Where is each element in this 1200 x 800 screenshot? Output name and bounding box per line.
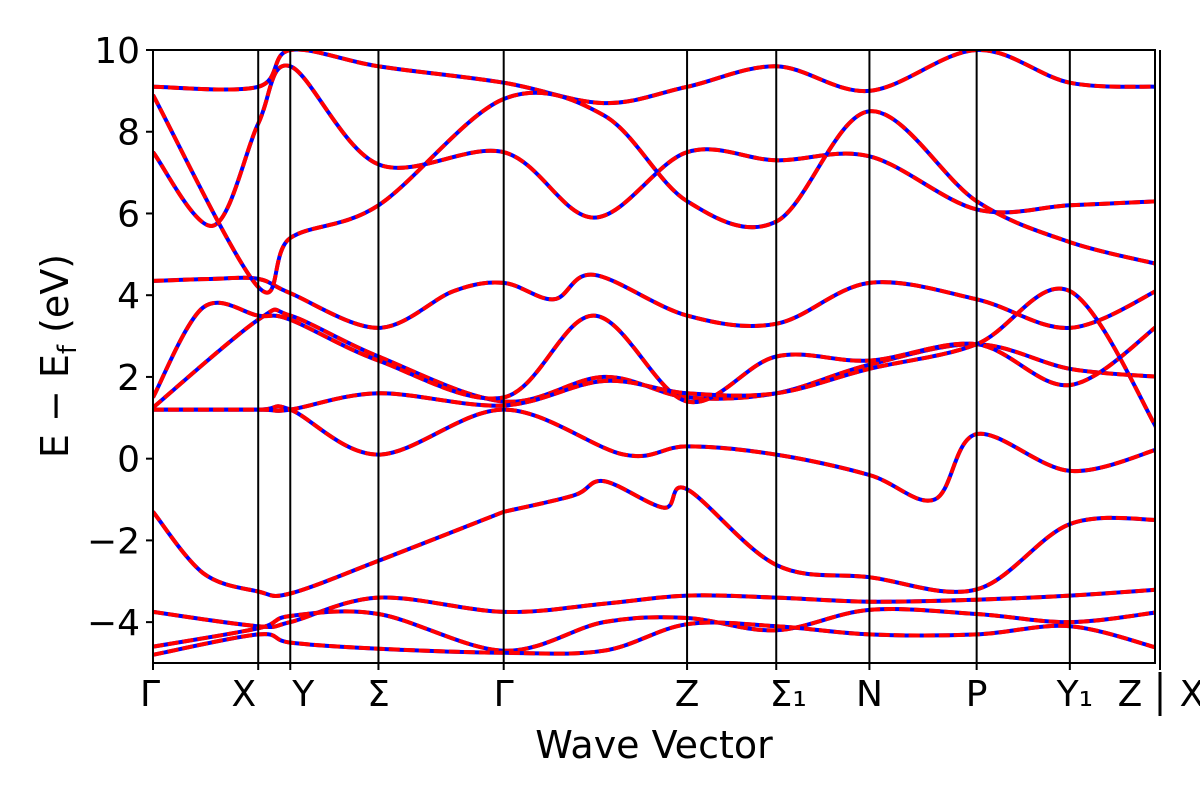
x-tick-label: X (232, 674, 257, 715)
x-axis-title: Wave Vector (535, 723, 773, 767)
x-tick-label: Σ₁ (770, 674, 807, 715)
axes-frame (152, 49, 1156, 664)
x-tick-label: P (966, 674, 988, 715)
kpoint-dividers (257, 50, 1162, 663)
plot-area (153, 50, 1155, 663)
y-axis-title-sub: f (53, 344, 83, 354)
x-tick-label: X (1180, 674, 1200, 715)
x-tick-label: N (856, 674, 883, 715)
band-line-red-0 (153, 509, 505, 599)
band-line-red-1 (503, 478, 1155, 594)
y-tick-label: −4 (87, 603, 140, 644)
x-tick-labels: ΓXYΣΓZΣ₁NPY₁ZXP (140, 672, 1200, 716)
x-tick-label: Y (291, 674, 315, 715)
y-tick-label: −2 (87, 521, 140, 562)
x-tick-label: Γ (494, 674, 514, 715)
y-tick-label: 4 (117, 276, 140, 317)
y-axis-title-ef: E (33, 354, 77, 378)
plot-background (153, 50, 1155, 663)
axes (146, 49, 1162, 670)
y-tick-labels: 10 8 6 4 2 0 −2 −4 (87, 31, 140, 644)
y-tick-label: 2 (117, 358, 140, 399)
y-tick-label: 0 (117, 440, 140, 481)
y-tick-label: 6 (117, 194, 140, 235)
y-tick-label: 10 (94, 31, 140, 72)
x-tick-label: Z (675, 674, 700, 715)
y-axis-title-unit: (eV) (33, 254, 77, 345)
y-tick-label: 8 (117, 113, 140, 154)
y-axis-title-minus: − (33, 378, 77, 434)
x-tick-label: Γ (140, 674, 160, 715)
x-tick-label: Z (1118, 674, 1143, 715)
y-axis-title-e: E (33, 434, 77, 458)
y-axis-title: E − Ef (eV) (33, 254, 83, 458)
x-tick-label: Σ (367, 674, 390, 715)
x-tick-label: Y₁ (1056, 674, 1093, 715)
